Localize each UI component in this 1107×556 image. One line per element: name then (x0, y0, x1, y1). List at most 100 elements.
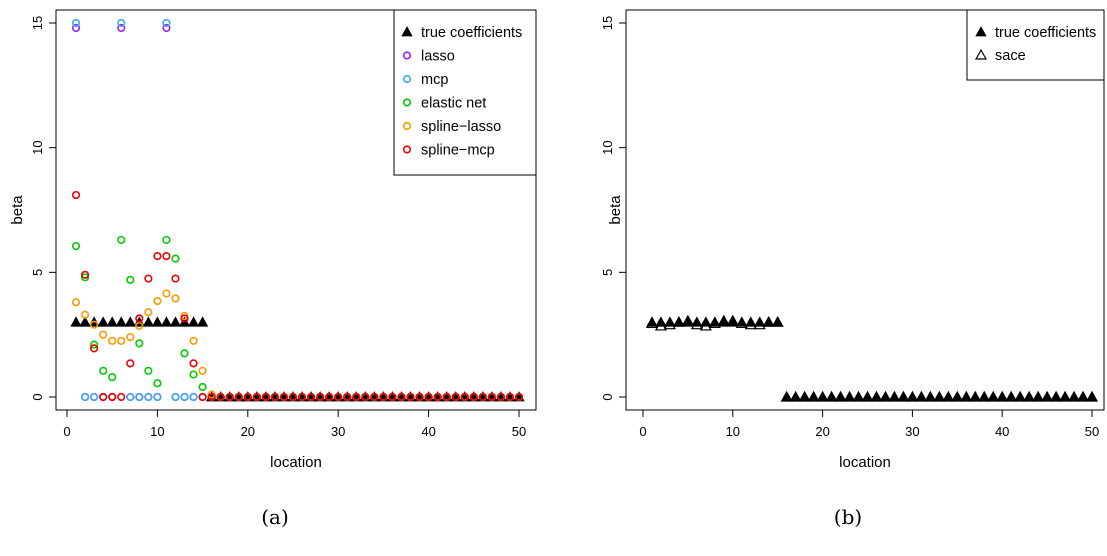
data-point (816, 390, 829, 402)
data-point (987, 390, 1000, 402)
data-point (825, 390, 838, 402)
data-point (861, 391, 874, 402)
legend-label: sace (995, 48, 1026, 64)
data-point (906, 391, 919, 402)
data-point (1014, 391, 1026, 402)
data-point (196, 316, 209, 327)
data-point (117, 235, 126, 245)
panel-caption: (a) (261, 505, 289, 529)
x-tick-label: 10 (726, 424, 740, 439)
x-axis-title: location (270, 454, 322, 471)
data-point (1068, 391, 1080, 402)
data-point (108, 336, 117, 346)
data-point (772, 316, 784, 327)
data-point (1023, 390, 1036, 402)
data-point (117, 23, 126, 33)
data-point (735, 317, 748, 329)
data-point (861, 390, 874, 402)
data-point (79, 316, 91, 327)
data-point (987, 391, 999, 402)
data-point (124, 316, 136, 327)
data-point (198, 382, 207, 392)
panel-caption: (b) (834, 505, 862, 529)
data-point (71, 242, 81, 251)
data-point (763, 316, 775, 327)
data-point (90, 340, 99, 349)
data-point (153, 392, 162, 402)
data-point (144, 308, 153, 317)
series-spline-mcp (71, 190, 524, 402)
data-point (672, 315, 685, 327)
data-point (135, 314, 144, 323)
data-point (897, 390, 910, 402)
data-point (1068, 390, 1081, 402)
data-point (996, 390, 1009, 402)
data-point (663, 318, 676, 330)
data-point (789, 390, 802, 402)
data-point (270, 392, 280, 402)
data-point (960, 390, 973, 402)
x-axis-title: location (839, 454, 891, 471)
x-tick-label: 0 (639, 424, 646, 439)
data-point (645, 317, 658, 329)
data-point (90, 320, 99, 329)
data-point (80, 392, 90, 402)
legend-marker (402, 121, 412, 131)
data-point (261, 392, 270, 402)
data-point (80, 270, 90, 279)
x-tick-label: 40 (421, 424, 435, 439)
series-spline-lasso (71, 289, 524, 402)
x-axis: 0 10 20 30 40 50 (63, 410, 526, 439)
data-point (969, 391, 981, 402)
data-point (682, 316, 694, 327)
data-point (162, 235, 171, 245)
legend-label: true coefficients (421, 25, 522, 41)
data-point (789, 391, 802, 402)
legend-marker (401, 26, 413, 37)
data-point (297, 392, 307, 402)
data-point (198, 366, 207, 375)
data-point (1077, 391, 1089, 402)
data-point (798, 391, 811, 402)
data-point (99, 366, 108, 375)
data-point (727, 316, 739, 327)
legend-label: spline−lasso (421, 119, 501, 135)
data-point (99, 392, 108, 402)
data-point (135, 339, 144, 348)
data-point (189, 370, 198, 379)
legend-label: true coefficients (995, 25, 1096, 41)
data-point (718, 316, 730, 327)
data-point (654, 319, 667, 331)
x-tick-label: 20 (241, 424, 255, 439)
data-point (906, 390, 919, 402)
legend-marker (402, 98, 412, 107)
data-point (171, 254, 180, 263)
data-point (978, 390, 991, 402)
data-point (1059, 391, 1071, 402)
data-point (80, 273, 90, 282)
data-point (334, 392, 343, 402)
data-point (469, 392, 478, 402)
data-point (933, 391, 946, 402)
data-point (117, 18, 126, 28)
data-point (1077, 390, 1090, 402)
data-point (397, 392, 406, 402)
data-point (897, 391, 910, 402)
y-tick-label: 5 (30, 269, 45, 276)
data-point (726, 314, 739, 326)
data-point (171, 274, 180, 283)
data-point (1032, 390, 1045, 402)
data-point (834, 390, 847, 402)
data-point (187, 316, 200, 327)
data-point (288, 392, 298, 402)
data-point (108, 372, 117, 382)
data-point (252, 392, 261, 402)
data-point (151, 316, 164, 327)
series-sace (645, 314, 1099, 402)
data-point (71, 23, 81, 33)
data-point (180, 311, 189, 321)
y-tick-label: 0 (600, 393, 615, 400)
data-point (117, 336, 126, 346)
data-point (180, 349, 189, 358)
data-point (681, 314, 694, 326)
